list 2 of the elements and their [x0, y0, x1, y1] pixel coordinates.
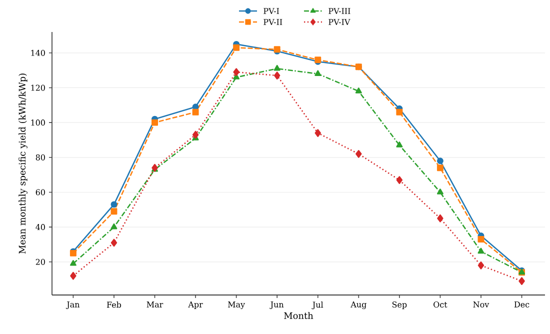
- y-axis-title: Mean monthly specific yield (kWh/kWp): [18, 74, 28, 254]
- x-axis-title: Month: [284, 312, 314, 320]
